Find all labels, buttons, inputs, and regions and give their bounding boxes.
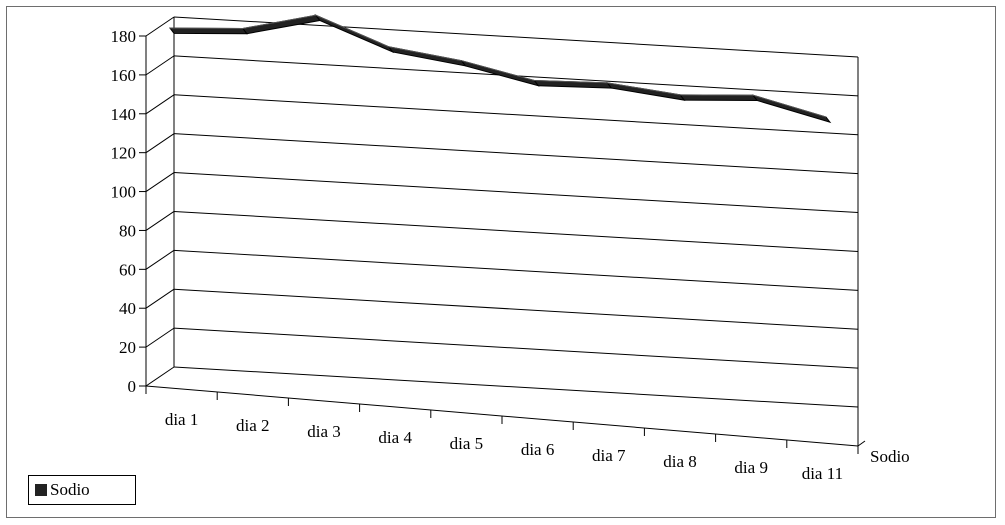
y-tick-label-4: 80 [119, 221, 136, 240]
series-segment-3 [387, 45, 467, 67]
x-tick-label-0: dia 1 [165, 410, 199, 429]
series-segment-0 [168, 27, 248, 35]
legend-label-sodio: Sodio [50, 480, 90, 499]
side-gridline-9 [145, 16, 175, 37]
legend: Sodio [28, 475, 136, 505]
x-tick-label-3: dia 4 [378, 428, 412, 447]
x-tick-label-4: dia 5 [450, 434, 484, 453]
series-segment-8 [751, 94, 832, 124]
y-tick-label-1: 20 [119, 338, 136, 357]
side-gridline-4 [145, 211, 175, 231]
gridline-3 [173, 249, 859, 291]
side-gridline-6 [145, 133, 175, 154]
gridline-2 [173, 288, 859, 330]
x-tick-label-9: dia 11 [802, 464, 843, 483]
legend-swatch-sodio [35, 484, 47, 496]
depth-tick [857, 440, 866, 447]
series-line-sodio [169, 14, 827, 118]
side-gridline-0 [145, 366, 175, 387]
series-segment-7 [679, 94, 759, 101]
y-tick-label-9: 180 [111, 27, 137, 46]
x-tick-label-1: dia 2 [236, 416, 270, 435]
chart-frame [6, 6, 996, 518]
gridline-6 [173, 133, 859, 175]
gridline-5 [173, 172, 859, 214]
gridline-7 [173, 94, 859, 136]
gridline-1 [173, 327, 859, 369]
side-gridline-1 [145, 327, 175, 348]
gridline-4 [173, 210, 859, 252]
side-gridline-3 [145, 249, 175, 270]
side-gridline-8 [145, 55, 175, 76]
x-tick-label-6: dia 7 [592, 446, 626, 465]
y-tick-label-5: 100 [111, 183, 137, 202]
y-tick-label-6: 120 [111, 144, 137, 163]
x-tick-label-5: dia 6 [521, 440, 555, 459]
depth-axis-label: Sodio [870, 447, 910, 466]
x-tick-label-2: dia 3 [307, 422, 341, 441]
y-tick-label-2: 40 [119, 299, 136, 318]
y-tick-label-0: 0 [128, 377, 137, 396]
side-gridline-5 [145, 172, 175, 192]
side-gridline-7 [145, 94, 175, 115]
gridline-0 [173, 366, 859, 408]
x-tick-label-7: dia 8 [663, 452, 697, 471]
y-tick-label-8: 160 [111, 66, 137, 85]
x-tick-label-8: dia 9 [734, 458, 768, 477]
y-tick-label-3: 60 [119, 260, 136, 279]
side-gridline-2 [145, 288, 175, 309]
y-tick-label-7: 140 [111, 105, 137, 124]
